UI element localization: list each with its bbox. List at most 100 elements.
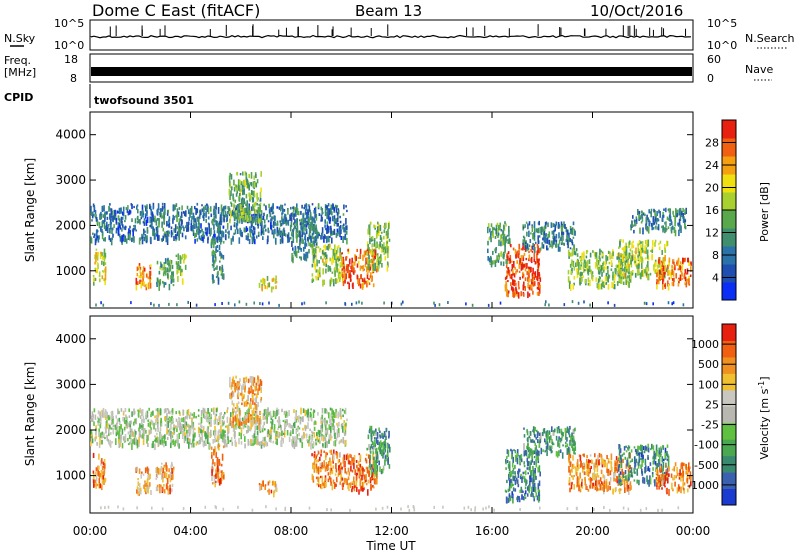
- range-cell: [189, 207, 192, 215]
- range-cell: [329, 457, 331, 463]
- cpid-value: twofsound 3501: [94, 94, 194, 107]
- range-cell: [313, 426, 316, 431]
- range-cell: [93, 482, 95, 488]
- range-cell: [105, 410, 107, 417]
- range-cell: [199, 209, 202, 212]
- range-cell: [348, 264, 350, 267]
- range-cell: [211, 274, 214, 280]
- range-cell: [320, 475, 322, 478]
- range-cell: [630, 271, 632, 275]
- range-cell: [220, 412, 222, 415]
- range-cell: [568, 284, 571, 289]
- range-cell: [670, 272, 673, 279]
- range-cell: [223, 206, 225, 212]
- range-cell: [158, 484, 161, 488]
- range-cell: [368, 254, 370, 260]
- range-cell: [297, 235, 299, 238]
- range-cell: [195, 207, 198, 214]
- range-cell: [163, 443, 165, 448]
- range-cell: [668, 270, 671, 276]
- range-cell: [146, 466, 149, 472]
- range-cell: [312, 465, 315, 470]
- range-cell: [236, 393, 239, 398]
- range-cell: [580, 261, 583, 265]
- range-cell: [318, 260, 320, 264]
- range-cell: [318, 437, 320, 442]
- range-cell: [350, 465, 352, 472]
- range-cell: [171, 232, 174, 236]
- range-cell: [274, 416, 277, 420]
- range-cell: [262, 218, 264, 221]
- range-cell: [359, 248, 362, 254]
- range-cell: [564, 223, 566, 229]
- range-cell: [146, 410, 149, 418]
- range-cell: [245, 203, 247, 206]
- range-cell: [631, 270, 634, 274]
- range-cell: [183, 227, 185, 232]
- range-cell: [663, 257, 665, 262]
- range-cell: [237, 213, 239, 220]
- range-cell: [235, 410, 237, 417]
- range-cell: [638, 260, 641, 266]
- range-cell: [372, 454, 374, 460]
- range-cell: [292, 206, 295, 213]
- range-cell: [134, 436, 137, 443]
- range-cell: [122, 234, 124, 242]
- range-cell: [508, 225, 510, 232]
- range-cell: [575, 262, 577, 268]
- range-cell: [345, 256, 348, 259]
- range-cell: [288, 422, 290, 428]
- range-cell: [104, 437, 106, 440]
- range-cell: [514, 266, 516, 270]
- range-cell: [213, 259, 216, 264]
- ground-scatter-cell: [613, 303, 616, 307]
- range-cell: [242, 423, 245, 430]
- range-cell: [163, 484, 165, 487]
- range-cell: [511, 260, 513, 263]
- range-cell: [315, 227, 318, 232]
- range-cell: [130, 432, 132, 437]
- range-cell: [121, 220, 123, 226]
- range-cell: [369, 235, 371, 238]
- range-cell: [678, 209, 681, 216]
- range-cell: [335, 232, 338, 238]
- range-cell: [122, 211, 125, 217]
- range-cell: [638, 251, 641, 257]
- range-cell: [296, 218, 298, 224]
- range-cell: [311, 273, 314, 277]
- range-cell: [227, 432, 229, 438]
- range-cell: [242, 434, 245, 437]
- range-cell: [232, 214, 235, 218]
- range-cell: [234, 382, 237, 388]
- range-cell: [370, 249, 373, 256]
- range-cell: [327, 203, 330, 207]
- range-cell: [322, 268, 324, 275]
- range-cell: [514, 249, 517, 255]
- range-cell: [96, 254, 99, 261]
- range-cell: [655, 225, 657, 230]
- range-cell: [141, 409, 144, 416]
- range-cell: [571, 228, 573, 235]
- range-cell: [262, 480, 264, 487]
- range-cell: [272, 203, 274, 210]
- range-cell: [303, 207, 305, 210]
- range-cell: [247, 439, 250, 446]
- range-cell: [647, 275, 649, 281]
- range-cell: [530, 279, 533, 282]
- range-cell: [542, 244, 545, 249]
- range-cell: [321, 407, 324, 414]
- range-cell: [668, 277, 671, 280]
- range-cell: [256, 379, 259, 384]
- range-cell: [292, 427, 294, 434]
- range-cell: [272, 440, 275, 444]
- range-cell: [303, 231, 305, 235]
- range-cell: [677, 283, 680, 287]
- range-cell: [523, 293, 525, 297]
- range-cell: [244, 416, 246, 421]
- ground-scatter-cell: [645, 302, 648, 306]
- range-cell: [199, 436, 202, 444]
- range-cell: [140, 212, 143, 218]
- range-cell: [587, 268, 589, 274]
- range-cell: [111, 227, 114, 231]
